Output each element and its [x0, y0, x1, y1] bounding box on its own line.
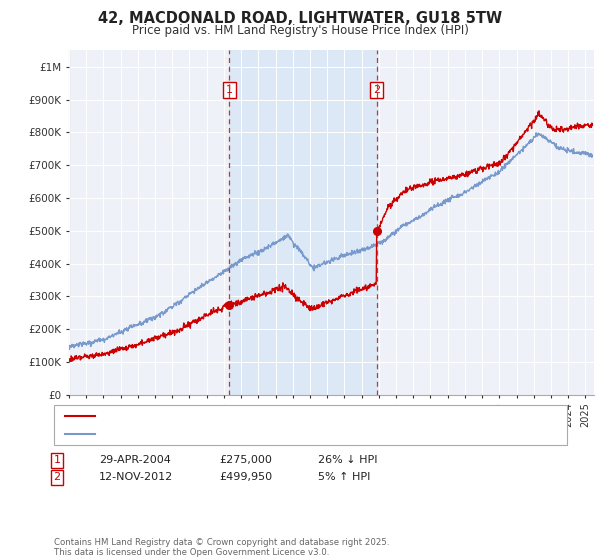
Text: 42, MACDONALD ROAD, LIGHTWATER, GU18 5TW (detached house): 42, MACDONALD ROAD, LIGHTWATER, GU18 5TW… — [101, 411, 438, 421]
Text: 42, MACDONALD ROAD, LIGHTWATER, GU18 5TW: 42, MACDONALD ROAD, LIGHTWATER, GU18 5TW — [98, 11, 502, 26]
Text: 1: 1 — [226, 85, 233, 95]
Text: Contains HM Land Registry data © Crown copyright and database right 2025.
This d: Contains HM Land Registry data © Crown c… — [54, 538, 389, 557]
Bar — [229, 50, 377, 395]
Text: 2: 2 — [53, 472, 61, 482]
Text: £275,000: £275,000 — [219, 455, 272, 465]
Text: £499,950: £499,950 — [219, 472, 272, 482]
Text: 29-APR-2004: 29-APR-2004 — [99, 455, 171, 465]
Text: 26% ↓ HPI: 26% ↓ HPI — [318, 455, 377, 465]
Text: 5% ↑ HPI: 5% ↑ HPI — [318, 472, 370, 482]
Text: 12-NOV-2012: 12-NOV-2012 — [99, 472, 173, 482]
Text: 1: 1 — [53, 455, 61, 465]
Text: 2: 2 — [373, 85, 380, 95]
Text: Price paid vs. HM Land Registry's House Price Index (HPI): Price paid vs. HM Land Registry's House … — [131, 24, 469, 36]
Text: HPI: Average price, detached house, Surrey Heath: HPI: Average price, detached house, Surr… — [101, 429, 351, 439]
